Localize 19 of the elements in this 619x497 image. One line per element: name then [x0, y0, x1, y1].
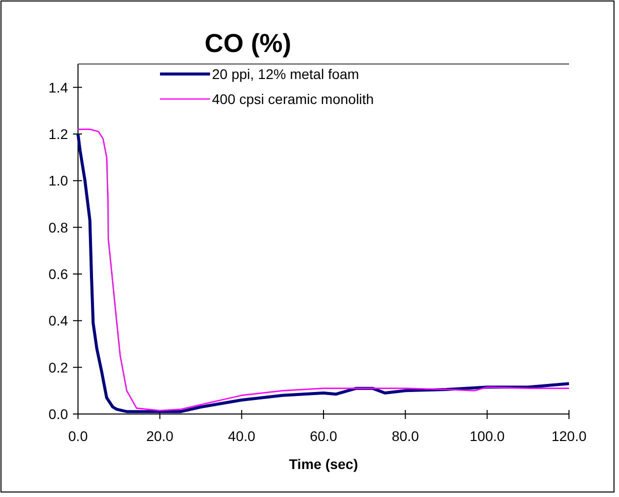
x-tick-label: 60.0 — [310, 428, 338, 444]
y-tick-label: 1.0 — [48, 172, 68, 189]
y-tick-label: 1.2 — [48, 126, 68, 142]
legend-label: 400 cpsi ceramic monolith — [212, 91, 374, 107]
y-tick-label: 0.8 — [48, 219, 68, 236]
y-tick-label: 0.2 — [48, 359, 68, 376]
legend-label: 20 ppi, 12% metal foam — [212, 66, 360, 82]
chart-title: CO (%) — [204, 28, 292, 58]
y-tick-label: 0.6 — [48, 266, 68, 282]
x-tick-label: 80.0 — [392, 428, 420, 444]
y-tick-label: 0.0 — [48, 406, 68, 422]
y-tick-label: 0.4 — [48, 312, 68, 329]
x-axis-title: Time (sec) — [289, 456, 358, 472]
x-tick-label: 0.0 — [68, 428, 88, 444]
x-tick-label: 20.0 — [146, 428, 174, 444]
x-tick-label: 100.0 — [470, 428, 505, 444]
x-tick-label: 40.0 — [228, 428, 256, 444]
y-tick-label: 1.4 — [48, 79, 68, 96]
x-tick-label: 120.0 — [551, 428, 587, 444]
